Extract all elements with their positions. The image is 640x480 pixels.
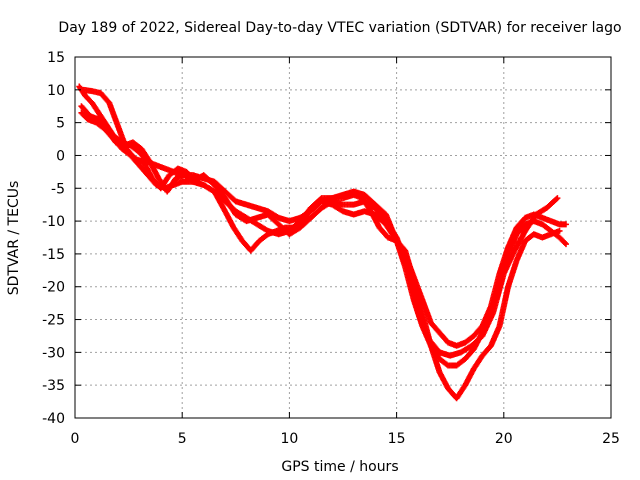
y-tick-label: -30 — [42, 345, 65, 361]
y-tick-label: -15 — [42, 247, 65, 263]
x-axis-label: GPS time / hours — [281, 459, 398, 475]
data-point — [562, 241, 569, 248]
data-point — [556, 227, 563, 234]
y-tick-label: -20 — [42, 280, 65, 296]
x-tick-label: 25 — [602, 431, 620, 447]
x-tick-label: 10 — [280, 431, 298, 447]
y-tick-label: -40 — [42, 411, 65, 427]
y-axis-label: SDTVAR / TECUs — [6, 181, 22, 296]
y-tick-label: 0 — [56, 148, 65, 164]
y-tick-label: -35 — [42, 378, 65, 394]
y-tick-label: -25 — [42, 313, 65, 329]
data-point — [561, 239, 568, 246]
x-tick-label: 20 — [495, 431, 513, 447]
data-point — [554, 195, 561, 202]
data-point — [562, 221, 569, 228]
y-tick-label: 15 — [47, 50, 65, 66]
chart-title: Day 189 of 2022, Sidereal Day-to-day VTE… — [58, 20, 621, 36]
y-tick-label: -10 — [42, 214, 65, 230]
data-layer — [76, 83, 569, 402]
y-tick-label: 10 — [47, 83, 65, 99]
y-tick-label: 5 — [56, 116, 65, 132]
data-point — [553, 196, 560, 203]
x-tick-label: 5 — [178, 431, 187, 447]
x-tick-label: 15 — [388, 431, 406, 447]
x-tick-label: 0 — [71, 431, 80, 447]
plot-frame — [74, 56, 612, 419]
y-tick-label: -5 — [51, 181, 65, 197]
tick-layer: 0 5 10 15 20 25 -40 -35 -30 -25 -20 -15 -10 -5 0 5 10 15 — [42, 50, 620, 447]
